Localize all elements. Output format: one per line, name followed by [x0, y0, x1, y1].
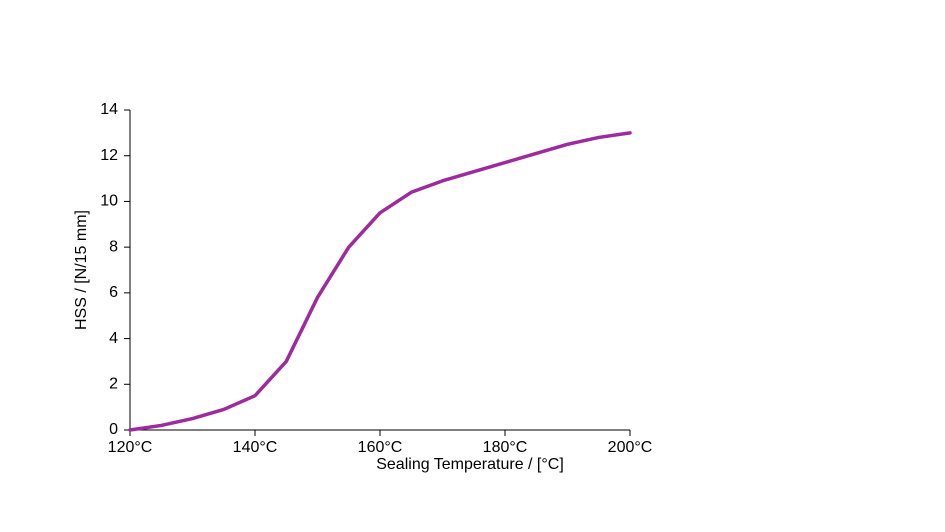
y-axis-title: HSS / [N/15 mm]: [73, 210, 91, 330]
series-line: [130, 133, 630, 430]
y-tick-label: 8: [109, 238, 118, 255]
y-tick-label: 12: [100, 147, 118, 164]
x-tick-label: 180°C: [483, 439, 528, 456]
y-tick-label: 6: [109, 284, 118, 301]
y-tick-label: 10: [100, 193, 118, 210]
y-tick-label: 2: [109, 376, 118, 393]
x-tick-label: 140°C: [233, 439, 278, 456]
y-tick-label: 14: [100, 101, 118, 118]
x-tick-label: 160°C: [358, 439, 403, 456]
hss-chart: HSS / [N/15 mm] 02468101214120°C140°C160…: [130, 110, 630, 430]
y-tick-label: 0: [109, 421, 118, 438]
y-tick-label: 4: [109, 330, 118, 347]
y-axis-title-wrap: HSS / [N/15 mm]: [72, 110, 92, 430]
x-axis-title: Sealing Temperature / [°C]: [376, 456, 564, 473]
x-tick-label: 200°C: [608, 439, 653, 456]
x-axis-title-wrap: Sealing Temperature / [°C]: [130, 456, 630, 474]
chart-svg: 02468101214120°C140°C160°C180°C200°C: [130, 110, 630, 430]
x-tick-label: 120°C: [108, 439, 153, 456]
